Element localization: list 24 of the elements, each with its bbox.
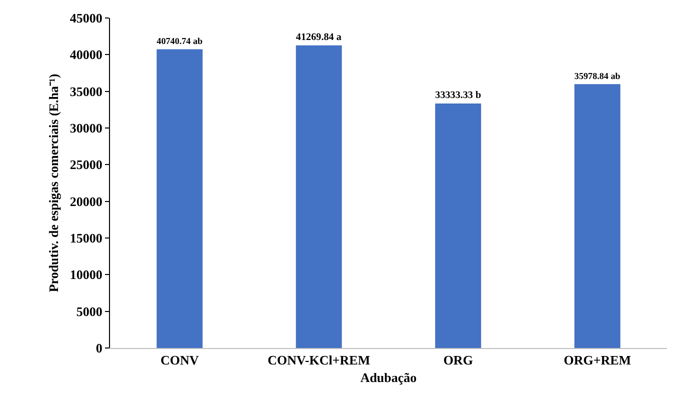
y-tick-label: 5000 bbox=[76, 304, 102, 319]
data-label: 35978.84 ab bbox=[574, 71, 620, 82]
y-tick-label: 0 bbox=[96, 340, 102, 356]
x-tick-label: ORG+REM bbox=[564, 352, 632, 368]
y-tick-label: 45000 bbox=[70, 10, 102, 26]
x-tick-label: CONV-KCl+REM bbox=[268, 352, 370, 368]
data-label: 41269.84 a bbox=[296, 32, 342, 44]
x-tick-label: ORG bbox=[443, 352, 473, 368]
y-tick-label: 15000 bbox=[70, 230, 102, 246]
bar bbox=[296, 45, 342, 348]
bar bbox=[435, 104, 482, 348]
y-tick-label: 35000 bbox=[70, 84, 102, 99]
y-tick-label: 20000 bbox=[70, 194, 102, 209]
y-tick-label: 30000 bbox=[70, 120, 102, 136]
y-tick-label: 10000 bbox=[70, 267, 102, 282]
bar bbox=[156, 49, 203, 348]
data-label: 33333.33 b bbox=[435, 90, 482, 102]
x-axis-title: Adubação bbox=[360, 370, 417, 386]
y-tick-label: 25000 bbox=[70, 157, 102, 172]
data-label: 40740.74 ab bbox=[156, 36, 203, 46]
y-tick-label: 40000 bbox=[70, 47, 102, 62]
y-axis-title: Produtiv. de espigas comerciais (E.ha⁻¹) bbox=[46, 74, 61, 292]
x-tick-label: CONV bbox=[160, 352, 200, 368]
bar bbox=[574, 84, 620, 348]
